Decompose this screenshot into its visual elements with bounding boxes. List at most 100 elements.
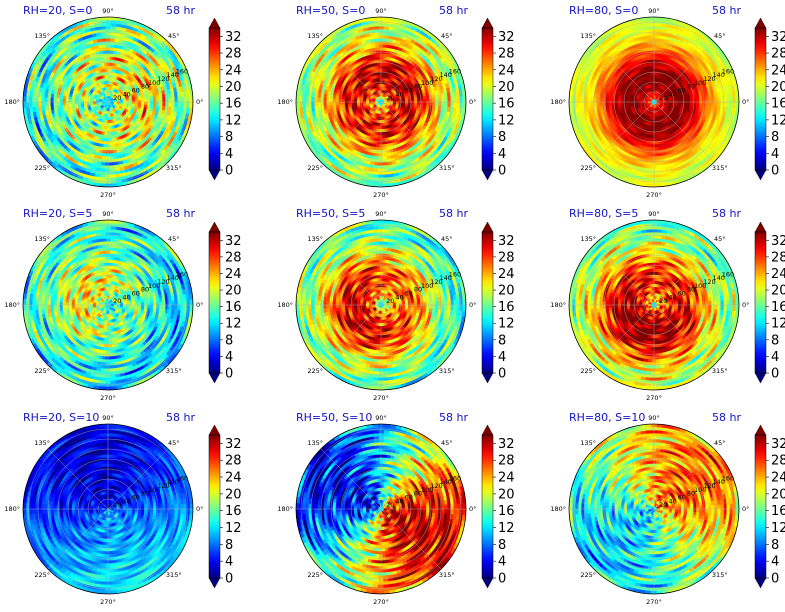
angle-tick-label: 135° xyxy=(307,32,323,40)
angle-tick-label: 45° xyxy=(441,32,453,40)
radial-tick-label: 140 xyxy=(439,71,451,79)
panel-9: 20 40 60 801001201401600°45°90°135°180°225°… xyxy=(550,411,785,606)
angle-tick-label: 180° xyxy=(4,505,20,513)
colorbar-tick-label: 32 xyxy=(225,234,242,249)
angle-tick-label: 0° xyxy=(196,98,203,106)
polar-grid xyxy=(569,17,739,187)
angle-tick-label: 270° xyxy=(373,191,389,199)
angle-tick-label: 135° xyxy=(307,235,323,243)
polar-grid xyxy=(569,220,739,390)
polar-frame xyxy=(568,219,740,391)
colorbar-extend-min xyxy=(481,169,494,181)
angle-tick-label: 135° xyxy=(34,439,50,447)
angle-tick-label: 270° xyxy=(646,394,662,402)
colorbar-tick-label: 28 xyxy=(225,250,242,265)
radial-tick-label: 100 xyxy=(421,486,433,494)
colorbar-tick-label: 0 xyxy=(498,367,506,382)
colorbar-tick-label: 24 xyxy=(498,267,515,282)
angle-tick-label: 90° xyxy=(102,414,114,422)
angle-tick-label: 135° xyxy=(580,32,596,40)
angle-tick-label: 315° xyxy=(166,164,182,172)
panel-1: 20 40 60 801001201401600°45°90°135°180°225°… xyxy=(4,4,241,199)
angle-tick-label: 135° xyxy=(307,439,323,447)
panel-title: RH=80, S=10 xyxy=(569,411,645,424)
colorbar-tick-label: 32 xyxy=(498,437,515,452)
angle-tick-label: 90° xyxy=(375,414,387,422)
radial-tick-label: 160 xyxy=(176,474,188,482)
polar-frame xyxy=(568,16,740,188)
colorbar-tick-label: 28 xyxy=(225,454,242,469)
radial-tick-label: 140 xyxy=(166,274,178,282)
radial-tick-label: 100 xyxy=(694,79,706,87)
radial-tick-label: 100 xyxy=(694,282,706,290)
angle-tick-label: 0° xyxy=(469,301,476,309)
angle-tick-label: 0° xyxy=(742,301,749,309)
colorbar-tick-label: 0 xyxy=(498,572,506,587)
colorbar-tick-label: 24 xyxy=(498,63,515,78)
colorbar-extend-max xyxy=(208,424,221,436)
radial-tick-label: 100 xyxy=(148,79,160,87)
colorbar-tick-label: 16 xyxy=(498,300,515,315)
colorbar-tick-label: 0 xyxy=(771,367,779,382)
colorbar-extend-max xyxy=(754,424,767,436)
radial-tick-label: 120 xyxy=(157,278,169,286)
angle-tick-label: 180° xyxy=(277,505,293,513)
colorbar-tick-label: 12 xyxy=(771,317,785,332)
polar-heatmap xyxy=(23,424,193,594)
colorbar-tick-label: 16 xyxy=(498,97,515,112)
angle-tick-label: 0° xyxy=(469,505,476,513)
radial-tick-label: 80 xyxy=(687,286,695,294)
colorbar-extend-min xyxy=(754,372,767,384)
radial-tick-label: 40 xyxy=(395,90,403,98)
polar-frame xyxy=(295,219,467,391)
colorbar-tick-label: 4 xyxy=(498,350,506,365)
colorbar-tick-label: 4 xyxy=(771,555,779,570)
radial-tick-label: 20 xyxy=(386,501,394,509)
angle-tick-label: 270° xyxy=(646,598,662,606)
colorbar-tick-label: 28 xyxy=(771,250,785,265)
colorbar-extend-min xyxy=(208,372,221,384)
panel-title: RH=20, S=0 xyxy=(23,4,92,17)
colorbar-tick-label: 24 xyxy=(225,471,242,486)
colorbar-tick-label: 0 xyxy=(771,164,779,179)
radial-tick-label: 160 xyxy=(449,474,461,482)
angle-tick-label: 180° xyxy=(550,301,566,309)
colorbar-tick-label: 16 xyxy=(771,97,785,112)
panel-2: 20 40 60 801001201401600°45°90°135°180°225°… xyxy=(277,4,514,199)
panel-5: 20 40 60 801001201401600°45°90°135°180°225°… xyxy=(277,207,514,402)
angle-tick-label: 90° xyxy=(102,7,114,15)
colorbar-tick-label: 16 xyxy=(771,504,785,519)
radial-tick-label: 140 xyxy=(712,478,724,486)
panel-title: RH=20, S=10 xyxy=(23,411,99,424)
colorbar-tick-label: 8 xyxy=(498,538,506,553)
radial-tick-label: 160 xyxy=(176,270,188,278)
panel-title: RH=50, S=10 xyxy=(296,411,372,424)
colorbar-tick-label: 20 xyxy=(771,284,785,299)
colorbar-tick-label: 32 xyxy=(225,30,242,45)
polar-frame xyxy=(22,423,194,595)
colorbar-tick-label: 0 xyxy=(771,572,779,587)
colorbar-tick-label: 24 xyxy=(498,471,515,486)
colorbar-tick-label: 28 xyxy=(771,454,785,469)
angle-tick-label: 45° xyxy=(714,32,726,40)
panel-time-label: 58 hr xyxy=(166,4,195,17)
colorbar-tick-label: 28 xyxy=(771,47,785,62)
polar-grid xyxy=(23,220,193,390)
radial-tick-label: 60 xyxy=(405,87,413,95)
radial-tick-label: 160 xyxy=(722,270,734,278)
radial-tick-label: 140 xyxy=(439,478,451,486)
polar-grid xyxy=(296,220,466,390)
colorbar-tick-label: 12 xyxy=(771,113,785,128)
colorbar-tick-label: 32 xyxy=(771,234,785,249)
radial-tick-label: 120 xyxy=(430,482,442,490)
colorbar-tick-label: 8 xyxy=(771,130,779,145)
radial-tick-label: 120 xyxy=(703,75,715,83)
colorbar-extend-max xyxy=(208,17,221,29)
colorbar-tick-label: 24 xyxy=(225,267,242,282)
angle-tick-label: 315° xyxy=(439,571,455,579)
panel-time-label: 58 hr xyxy=(712,207,741,220)
colorbar-tick-label: 4 xyxy=(225,555,233,570)
